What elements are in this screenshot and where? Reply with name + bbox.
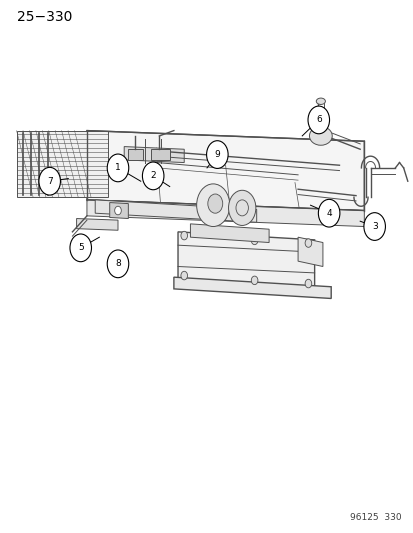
Circle shape (70, 234, 91, 262)
Circle shape (228, 190, 255, 225)
Polygon shape (124, 147, 184, 163)
Circle shape (307, 106, 329, 134)
Polygon shape (109, 203, 128, 219)
Polygon shape (95, 200, 256, 222)
Circle shape (180, 271, 187, 280)
Circle shape (304, 279, 311, 288)
Text: 8: 8 (115, 260, 121, 268)
Polygon shape (76, 219, 118, 230)
Text: 6: 6 (315, 116, 321, 124)
Polygon shape (190, 224, 268, 243)
Polygon shape (17, 131, 107, 197)
Polygon shape (87, 200, 363, 227)
Polygon shape (173, 277, 330, 298)
Polygon shape (297, 237, 322, 266)
Circle shape (107, 154, 128, 182)
Circle shape (39, 167, 60, 195)
Circle shape (207, 194, 222, 213)
Circle shape (251, 236, 257, 245)
Circle shape (180, 231, 187, 240)
Polygon shape (151, 149, 169, 160)
Text: 3: 3 (371, 222, 377, 231)
Circle shape (304, 239, 311, 247)
Text: 9: 9 (214, 150, 220, 159)
Polygon shape (128, 149, 142, 160)
Circle shape (114, 206, 121, 215)
Circle shape (251, 276, 257, 285)
Circle shape (318, 199, 339, 227)
Text: 1: 1 (115, 164, 121, 172)
Text: 2: 2 (150, 172, 156, 180)
Circle shape (196, 184, 229, 227)
Text: 4: 4 (325, 209, 331, 217)
Text: 25−330: 25−330 (17, 10, 72, 25)
Text: 96125  330: 96125 330 (349, 513, 401, 522)
Circle shape (142, 162, 164, 190)
Circle shape (107, 250, 128, 278)
Text: 5: 5 (78, 244, 83, 252)
Ellipse shape (316, 98, 325, 104)
Polygon shape (87, 131, 363, 211)
Circle shape (206, 141, 228, 168)
Ellipse shape (309, 127, 331, 146)
Text: 7: 7 (47, 177, 52, 185)
Circle shape (363, 213, 385, 240)
Polygon shape (178, 232, 314, 288)
